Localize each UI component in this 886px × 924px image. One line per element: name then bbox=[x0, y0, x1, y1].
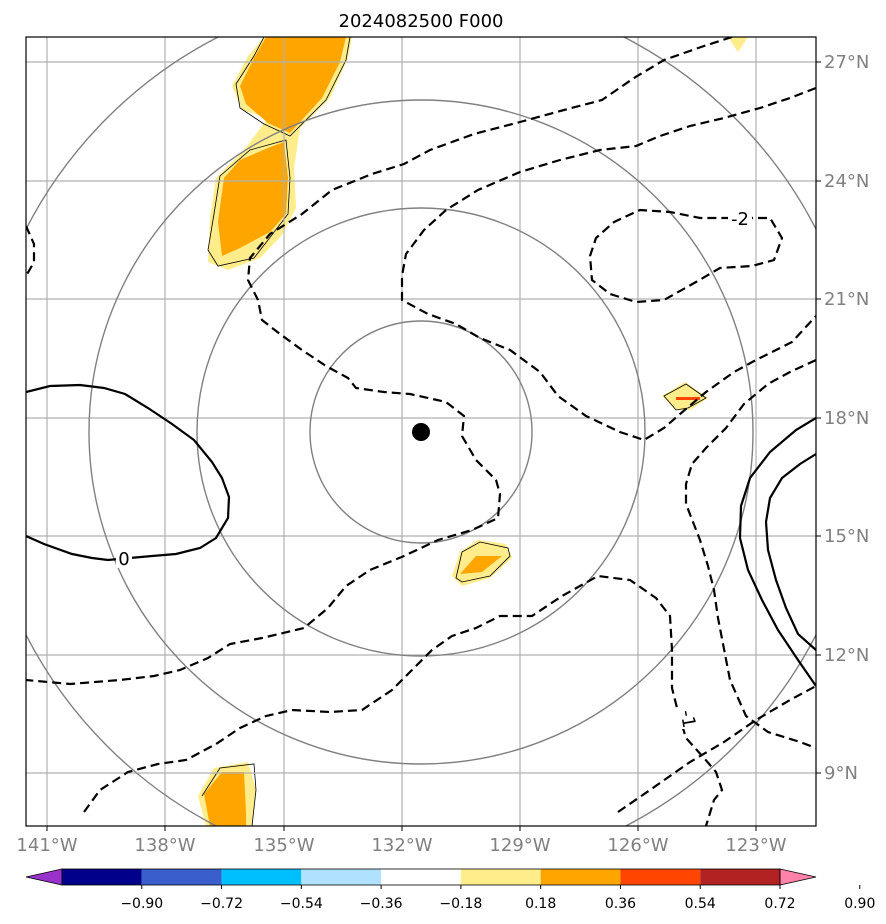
contour-label-zero: 0 bbox=[118, 549, 129, 570]
longitude-labels: 141°W 138°W 135°W 132°W 129°W 126°W 123°… bbox=[16, 835, 786, 856]
colorbar-tick-label: 0.36 bbox=[605, 896, 636, 912]
colorbar-tick-label: −0.36 bbox=[360, 896, 403, 912]
lon-tick-label: 129°W bbox=[489, 835, 550, 856]
colorbar-cell bbox=[221, 869, 302, 885]
contour-zero bbox=[26, 383, 231, 562]
lat-tick-label: 15°N bbox=[824, 526, 869, 547]
contour-dash-se-edge bbox=[617, 685, 816, 813]
shade-outlines bbox=[201, 37, 707, 826]
lat-tick-label: 24°N bbox=[824, 171, 869, 192]
colorbar-extend-high bbox=[779, 868, 817, 886]
lon-tick-label: 138°W bbox=[134, 835, 195, 856]
contour-dash-west-edge bbox=[26, 225, 36, 277]
colorbar-ticks: −0.90 −0.72 −0.54 −0.36 −0.18 0.18 0.36 0.54 0.7… bbox=[120, 885, 875, 912]
shade-dark-east bbox=[676, 397, 700, 400]
lat-tick-label: 27°N bbox=[824, 52, 869, 73]
contour-east-inner bbox=[764, 453, 816, 651]
shade-mid-sw bbox=[204, 772, 246, 826]
shade-light-ne bbox=[728, 37, 748, 52]
lat-tick-label: 18°N bbox=[824, 408, 869, 429]
storm-center-marker bbox=[412, 423, 430, 441]
axis-ticks bbox=[46, 61, 821, 831]
lon-tick-label: 141°W bbox=[16, 835, 77, 856]
colorbar-tick-label: 0.18 bbox=[525, 896, 556, 912]
colorbar-extend-low bbox=[25, 868, 63, 886]
contour-dash-north bbox=[26, 37, 733, 686]
colorbar-cell bbox=[540, 869, 621, 885]
colorbar-tick-label: 0.90 bbox=[844, 896, 875, 912]
shade-mid-north-lower bbox=[218, 142, 288, 256]
contour-label-minus-one: -1 bbox=[676, 708, 700, 729]
colorbar-cell bbox=[620, 869, 701, 885]
map-title: 2024082500 F000 bbox=[339, 11, 504, 32]
colorbar-cell bbox=[141, 869, 222, 885]
colorbar: −0.90 −0.72 −0.54 −0.36 −0.18 0.18 0.36 0.54 0.7… bbox=[25, 868, 875, 912]
colorbar-tick-label: −0.90 bbox=[120, 896, 163, 912]
contour-east-outer bbox=[738, 417, 816, 687]
colorbar-tick-label: −0.54 bbox=[280, 896, 323, 912]
contour-dash-south bbox=[83, 574, 724, 826]
lon-tick-label: 126°W bbox=[607, 835, 668, 856]
range-rings bbox=[26, 37, 816, 826]
latitude-labels: 27°N 24°N 21°N 18°N 15°N 12°N 9°N bbox=[824, 52, 869, 784]
contour-label-minus-two: -2 bbox=[731, 209, 749, 230]
colorbar-cell bbox=[62, 869, 142, 885]
colorbar-outline bbox=[61, 868, 781, 886]
lon-tick-label: 123°W bbox=[725, 835, 786, 856]
colorbar-tick-label: 0.54 bbox=[685, 896, 716, 912]
plot-area: 0 -2 -1 bbox=[26, 37, 816, 826]
colorbar-tick-label: −0.72 bbox=[200, 896, 243, 912]
solid-contours bbox=[26, 383, 816, 687]
contour-dash-minus2 bbox=[588, 208, 784, 304]
lat-tick-label: 9°N bbox=[824, 763, 858, 784]
plot-frame bbox=[25, 36, 817, 827]
graticule bbox=[26, 37, 816, 826]
lat-tick-label: 21°N bbox=[824, 289, 869, 310]
colorbar-tick-label: −0.18 bbox=[439, 896, 482, 912]
colorbar-cell bbox=[700, 869, 780, 885]
colorbar-cell bbox=[460, 869, 541, 885]
dashed-contours bbox=[26, 37, 816, 826]
shaded-regions bbox=[198, 37, 748, 826]
colorbar-cells bbox=[25, 868, 817, 886]
contour-label-group: 0 -2 -1 bbox=[116, 209, 752, 730]
contour-dash-east bbox=[684, 359, 816, 750]
colorbar-tick-label: 0.72 bbox=[764, 896, 795, 912]
colorbar-cell bbox=[381, 869, 461, 885]
colorbar-cell bbox=[301, 869, 382, 885]
lat-tick-label: 12°N bbox=[824, 645, 869, 666]
lon-tick-label: 132°W bbox=[371, 835, 432, 856]
contour-dash-center bbox=[400, 86, 816, 442]
shade-mid-north bbox=[240, 37, 346, 133]
shade-mid-south bbox=[460, 556, 502, 574]
lon-tick-label: 135°W bbox=[253, 835, 314, 856]
